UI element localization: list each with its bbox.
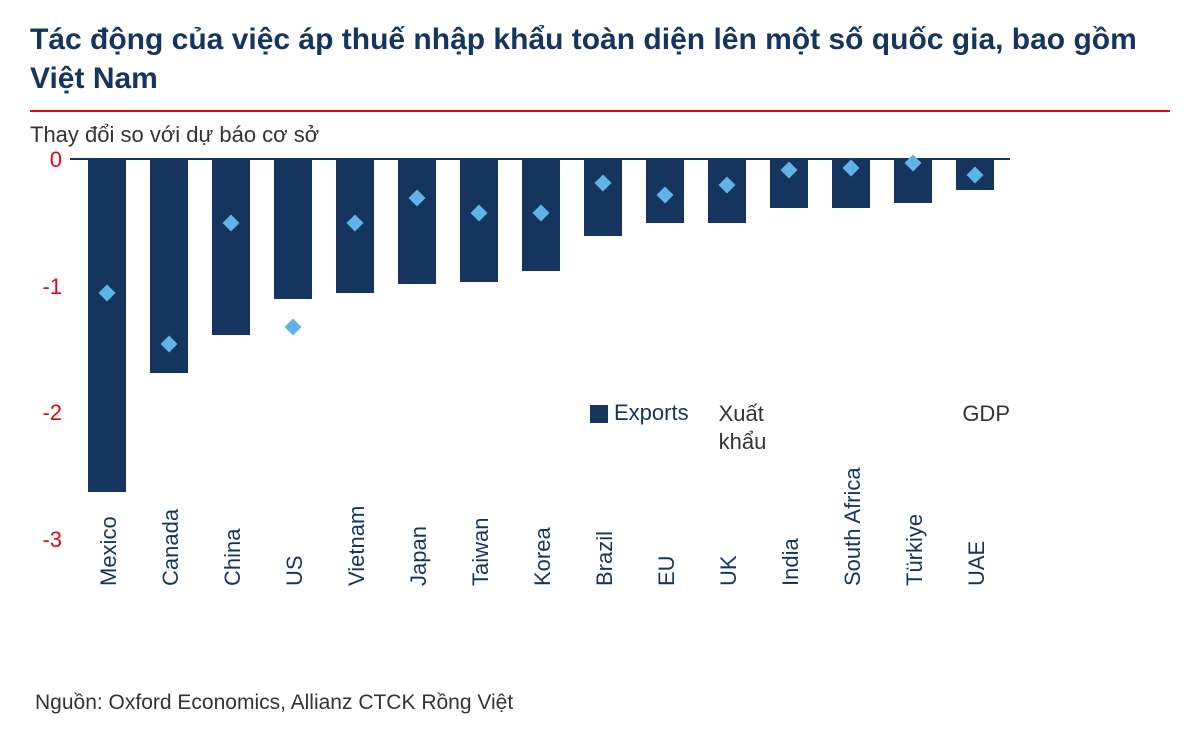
plot-region: MexicoCanadaChinaUSVietnamJapanTaiwanKor… bbox=[70, 158, 1010, 538]
legend-annot-gdp: GDP bbox=[962, 400, 1010, 428]
marker-gdp bbox=[285, 319, 302, 336]
legend-label-exports: Exports bbox=[614, 400, 689, 426]
x-tick-label: US bbox=[282, 548, 308, 586]
x-tick-label: EU bbox=[654, 548, 680, 586]
x-axis-labels: MexicoCanadaChinaUSVietnamJapanTaiwanKor… bbox=[70, 548, 994, 574]
x-tick-label: Taiwan bbox=[468, 548, 494, 586]
y-tick-label: -1 bbox=[42, 274, 62, 300]
chart-subtitle: Thay đổi so với dự báo cơ sở bbox=[30, 122, 1170, 148]
x-tick-label: UK bbox=[716, 548, 742, 586]
legend: Exports Xuất khẩu GDP bbox=[590, 400, 1010, 455]
bar-exports bbox=[584, 160, 622, 236]
y-tick-label: -2 bbox=[42, 400, 62, 426]
x-tick-label: India bbox=[778, 548, 804, 586]
x-tick-label: Mexico bbox=[96, 548, 122, 586]
bar-exports bbox=[88, 160, 126, 492]
x-tick-label: Canada bbox=[158, 548, 184, 586]
chart-title: Tác động của việc áp thuế nhập khẩu toàn… bbox=[30, 20, 1170, 98]
x-tick-label: South Africa bbox=[840, 548, 866, 586]
bar-exports bbox=[398, 160, 436, 284]
x-tick-label: Vietnam bbox=[344, 548, 370, 586]
x-tick-label: UAE bbox=[964, 548, 990, 586]
source-line: Nguồn: Oxford Economics, Allianz CTCK Rồ… bbox=[35, 691, 513, 715]
x-tick-label: Korea bbox=[530, 548, 556, 586]
x-tick-label: Türkiye bbox=[902, 548, 928, 586]
y-tick-label: 0 bbox=[50, 147, 62, 173]
x-tick-label: Brazil bbox=[592, 548, 618, 586]
chart-area: MexicoCanadaChinaUSVietnamJapanTaiwanKor… bbox=[70, 158, 1170, 538]
bar-exports bbox=[274, 160, 312, 299]
x-tick-label: Japan bbox=[406, 548, 432, 586]
title-underline bbox=[30, 110, 1170, 112]
y-tick-label: -3 bbox=[42, 527, 62, 553]
x-tick-label: China bbox=[220, 548, 246, 586]
bar-exports bbox=[212, 160, 250, 335]
legend-swatch-exports bbox=[590, 405, 608, 423]
legend-annot-xuatkhau: Xuất khẩu bbox=[719, 400, 803, 455]
